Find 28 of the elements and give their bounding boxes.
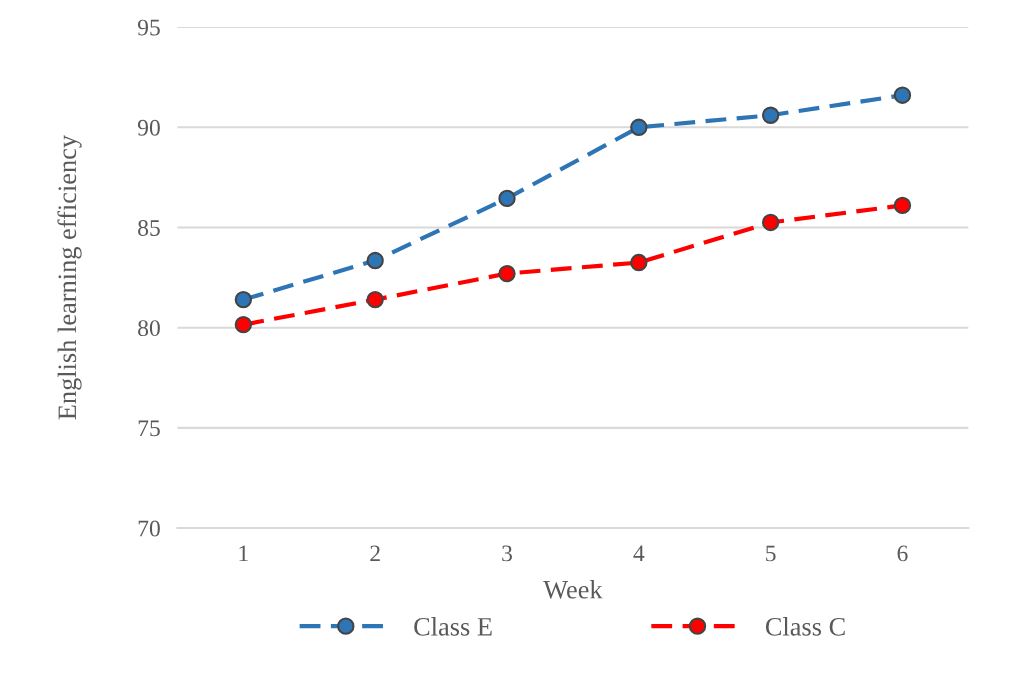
y-tick-label: 70 — [138, 520, 160, 537]
x-tick-label: 4 — [633, 545, 645, 562]
y-tick-label: 75 — [138, 420, 160, 437]
y-axis-title: English learning efficiency — [57, 135, 82, 420]
point — [893, 86, 912, 104]
x-tick-label: 3 — [502, 545, 512, 562]
legend-label: Class E — [414, 617, 492, 636]
point — [366, 290, 384, 309]
y-tick-label: 90 — [137, 119, 160, 136]
point — [761, 213, 780, 232]
point — [234, 315, 253, 334]
x-tick-label: 6 — [897, 545, 908, 562]
point — [234, 290, 253, 309]
point — [893, 196, 912, 215]
y-tick-label: 95 — [137, 19, 160, 36]
y-tick-label: 85 — [138, 219, 160, 236]
point — [498, 189, 516, 208]
point — [761, 106, 780, 124]
point — [498, 264, 516, 283]
x-tick-label: 2 — [370, 545, 380, 562]
x-tick-label: 5 — [766, 545, 776, 562]
point — [630, 118, 648, 136]
legend-label: Class C — [765, 617, 845, 636]
point — [630, 253, 648, 272]
x-tick-label: 1 — [239, 545, 248, 562]
point — [366, 251, 384, 270]
x-axis-title: Week — [543, 580, 603, 599]
y-tick-label: 80 — [138, 320, 160, 337]
